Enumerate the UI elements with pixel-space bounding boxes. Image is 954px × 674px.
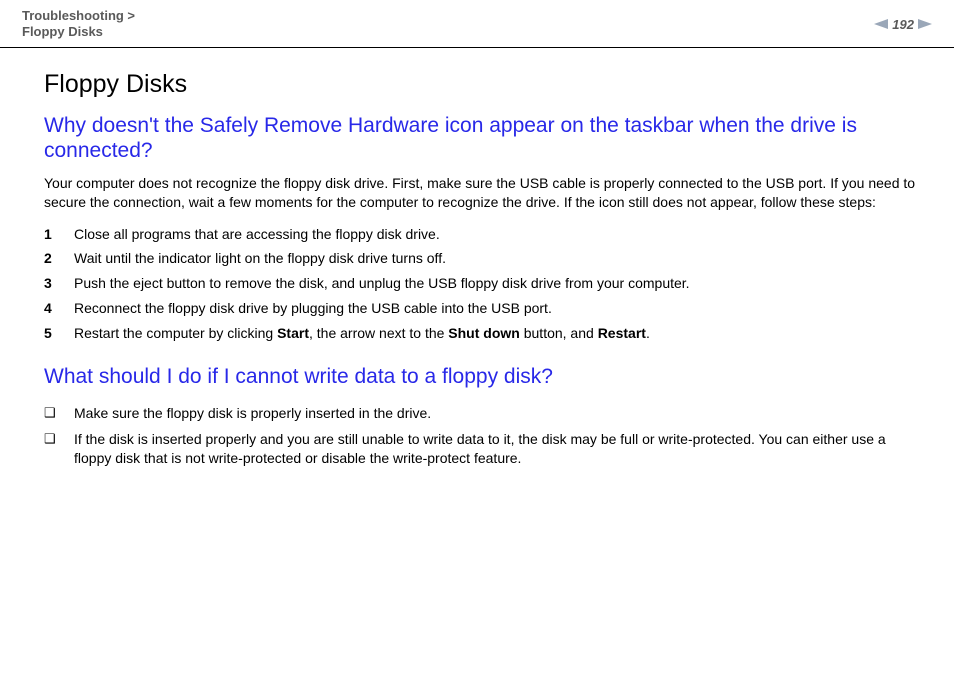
bold-restart: Restart: [598, 325, 646, 341]
step-item: Close all programs that are accessing th…: [44, 222, 920, 247]
breadcrumb-line-1: Troubleshooting >: [22, 8, 135, 23]
step-item: Wait until the indicator light on the fl…: [44, 246, 920, 271]
page-number: 192: [892, 17, 914, 32]
question-1-steps: Close all programs that are accessing th…: [44, 222, 920, 346]
question-1-intro: Your computer does not recognize the flo…: [44, 174, 920, 212]
pager: 192: [874, 17, 932, 32]
bold-start: Start: [277, 325, 309, 341]
breadcrumb: Troubleshooting > Floppy Disks: [22, 8, 135, 41]
question-2-heading: What should I do if I cannot write data …: [44, 364, 920, 390]
bullet-item: Make sure the floppy disk is properly in…: [44, 400, 920, 427]
step-item: Push the eject button to remove the disk…: [44, 271, 920, 296]
bold-shutdown: Shut down: [448, 325, 520, 341]
bullet-item: If the disk is inserted properly and you…: [44, 426, 920, 472]
prev-page-arrow-icon[interactable]: [874, 19, 888, 29]
page-header: Troubleshooting > Floppy Disks 192: [0, 0, 954, 48]
question-2-bullets: Make sure the floppy disk is properly in…: [44, 400, 920, 473]
question-1-heading: Why doesn't the Safely Remove Hardware i…: [44, 113, 920, 164]
breadcrumb-line-2: Floppy Disks: [22, 24, 103, 39]
step-item: Restart the computer by clicking Start, …: [44, 321, 920, 346]
step-item: Reconnect the floppy disk drive by plugg…: [44, 296, 920, 321]
page-content: Floppy Disks Why doesn't the Safely Remo…: [0, 48, 954, 473]
next-page-arrow-icon[interactable]: [918, 19, 932, 29]
page-title: Floppy Disks: [44, 70, 920, 99]
